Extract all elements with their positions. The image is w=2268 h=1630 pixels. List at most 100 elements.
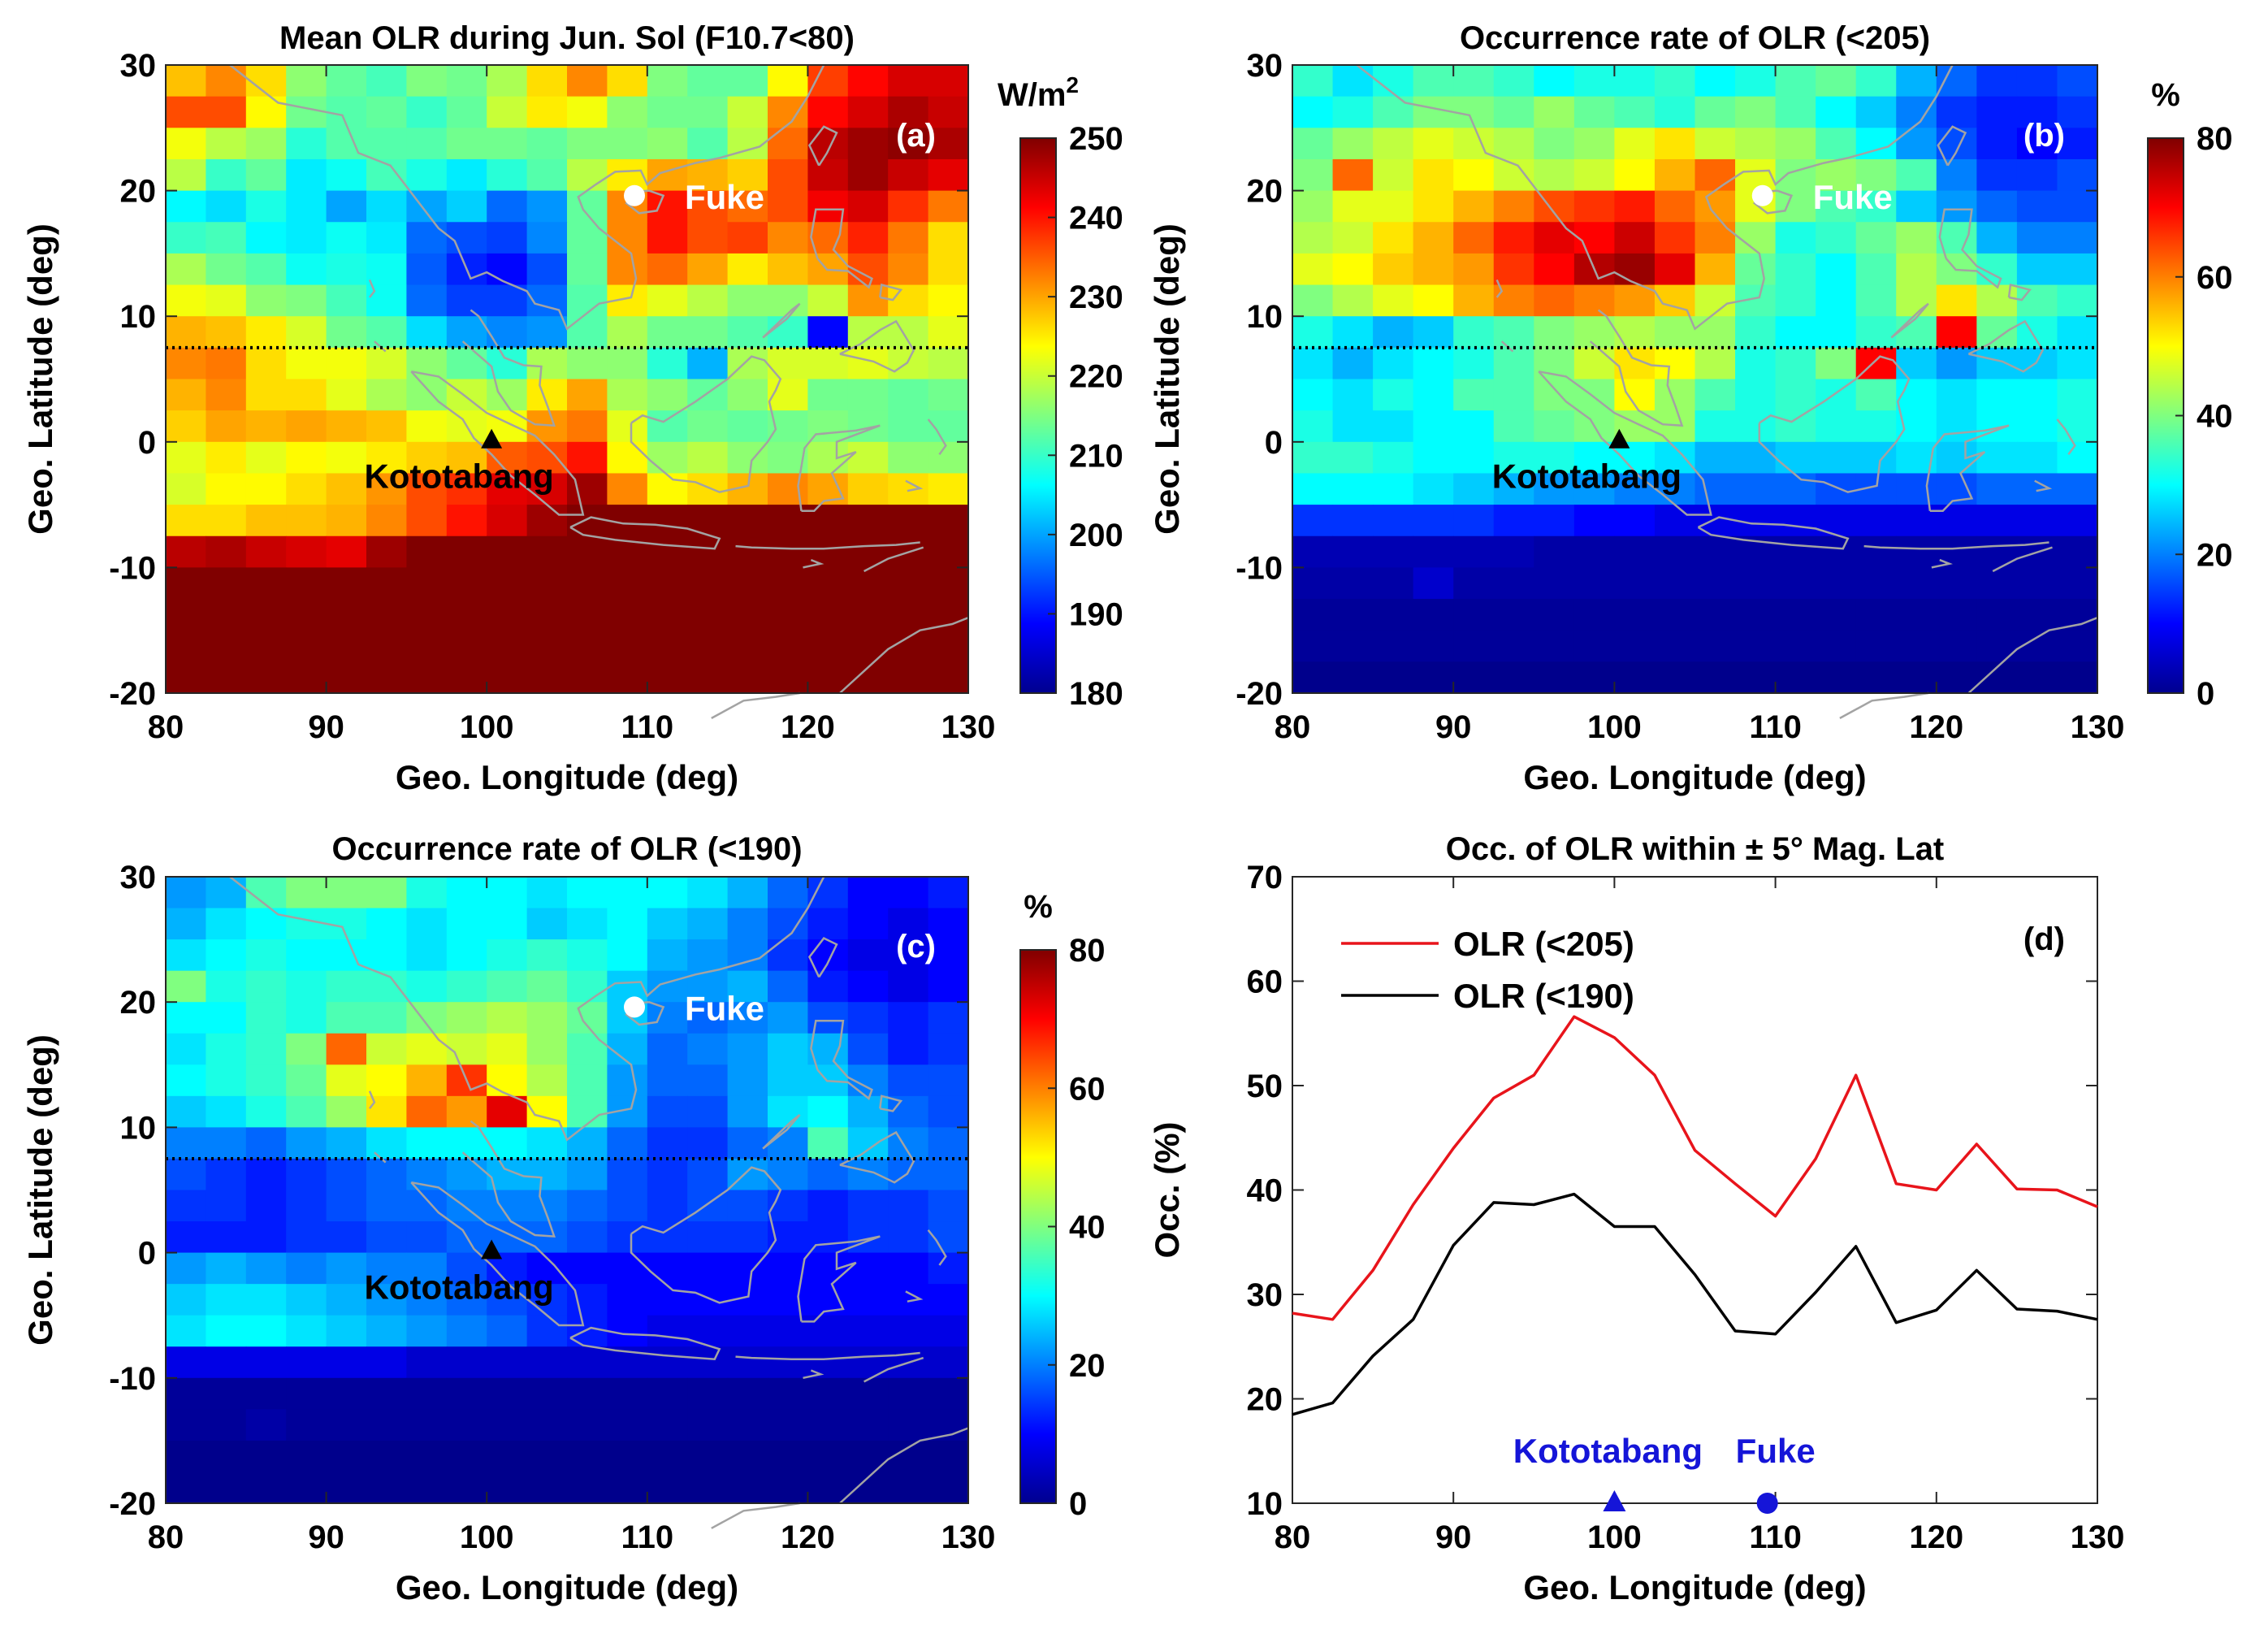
heatmap-cell <box>2016 253 2058 286</box>
heatmap-cell <box>326 253 367 286</box>
heatmap-cell <box>406 65 448 98</box>
panel-label: (b) <box>2023 118 2065 154</box>
heatmap-cell <box>487 65 528 98</box>
heatmap-cell <box>567 128 608 160</box>
colorbar-tick-label: 60 <box>1069 1071 1106 1107</box>
heatmap-cell <box>847 441 889 475</box>
heatmap-cell <box>166 410 206 443</box>
heatmap-cell <box>687 253 729 286</box>
heatmap-cell <box>727 65 768 98</box>
heatmap-cell <box>1493 65 1534 98</box>
heatmap-cell <box>166 96 206 128</box>
heatmap-cell <box>366 410 407 443</box>
heatmap-cell <box>487 970 528 1003</box>
heatmap-cell <box>206 1252 247 1285</box>
heatmap-cell <box>326 379 367 411</box>
heatmap-cell <box>326 473 367 505</box>
heatmap-cell <box>2057 253 2098 286</box>
heatmap-cell <box>245 908 287 940</box>
heatmap-cell <box>687 1158 729 1191</box>
heatmap-cell <box>245 1221 287 1254</box>
heatmap-cell <box>768 347 808 380</box>
heatmap-cell <box>366 1377 407 1410</box>
heatmap-cell <box>847 1409 889 1441</box>
heatmap-cell <box>687 630 729 662</box>
heatmap-cell <box>286 535 327 568</box>
heatmap-cell <box>1332 473 1374 505</box>
heatmap-cell <box>1614 158 1656 192</box>
heatmap-cell <box>286 473 327 505</box>
x-tick-label: 100 <box>1587 1519 1642 1555</box>
heatmap-cell <box>1493 316 1534 349</box>
colorbar-tick-label: 60 <box>2197 260 2233 296</box>
heatmap-cell <box>567 222 608 254</box>
heatmap-cell <box>847 535 889 568</box>
heatmap-cell <box>2016 65 2058 98</box>
heatmap-cell <box>768 316 808 349</box>
heatmap-cell <box>245 1284 287 1316</box>
heatmap-cell <box>206 284 247 317</box>
heatmap-cell <box>366 1064 407 1097</box>
heatmap-cell <box>446 316 487 349</box>
heatmap-cell <box>888 379 929 411</box>
heatmap-cell <box>1373 535 1414 568</box>
heatmap-cell <box>406 535 448 568</box>
heatmap-cell <box>727 1127 768 1160</box>
heatmap-cell <box>1775 630 1816 662</box>
heatmap-cell <box>1373 630 1414 662</box>
heatmap-cell <box>928 65 969 98</box>
heatmap-cell <box>1816 505 1857 537</box>
heatmap-cell <box>928 1158 969 1191</box>
heatmap-cell <box>1896 128 1937 160</box>
y-tick-label: 20 <box>1247 1382 1283 1418</box>
heatmap-cell <box>567 1221 608 1254</box>
heatmap-cell <box>928 1284 969 1316</box>
heatmap-cell <box>928 379 969 411</box>
heatmap-cell <box>1976 284 2018 317</box>
heatmap-cell <box>245 222 287 254</box>
heatmap-cell <box>567 96 608 128</box>
heatmap-cell <box>1292 505 1334 537</box>
coastline <box>762 1114 801 1150</box>
heatmap-cell <box>847 190 889 223</box>
heatmap-cell <box>245 505 287 537</box>
heatmap-cell <box>928 1377 969 1410</box>
x-tick-label: 110 <box>621 1519 674 1555</box>
legend-label: OLR (<190) <box>1453 977 1634 1015</box>
heatmap-cell <box>607 661 648 694</box>
heatmap-cell <box>647 1409 688 1441</box>
heatmap-cell <box>446 441 487 475</box>
heatmap-cell <box>768 410 808 443</box>
heatmap-cell <box>487 1409 528 1441</box>
heatmap-cell <box>1493 410 1534 443</box>
heatmap-cell <box>286 877 327 909</box>
y-tick-label: 30 <box>120 860 157 895</box>
heatmap-cell <box>1413 535 1454 568</box>
heatmap-cell <box>1695 661 1736 694</box>
heatmap-cell <box>2057 316 2098 349</box>
heatmap-cell <box>166 1377 206 1410</box>
heatmap-cell <box>1373 158 1414 192</box>
heatmap-cell <box>1453 190 1495 223</box>
kototabang-marker <box>481 1239 503 1259</box>
heatmap-cell <box>687 535 729 568</box>
heatmap-cell <box>206 65 247 98</box>
heatmap-cell <box>687 284 729 317</box>
colorbar <box>1019 137 1057 694</box>
heatmap-cell <box>647 535 688 568</box>
heatmap-cell <box>406 1315 448 1347</box>
heatmap-cell <box>768 939 808 972</box>
heatmap-cell <box>487 158 528 192</box>
heatmap-cell <box>366 1033 407 1065</box>
heatmap-cell <box>366 877 407 909</box>
heatmap-cell <box>1735 96 1777 128</box>
heatmap-cell <box>286 908 327 940</box>
heatmap-cell <box>928 1002 969 1034</box>
heatmap-cell <box>1614 535 1656 568</box>
y-tick-label: -20 <box>1236 676 1283 712</box>
heatmap-cell <box>928 253 969 286</box>
heatmap-cell <box>446 1095 487 1128</box>
heatmap-cell <box>406 939 448 972</box>
heatmap-cell <box>1816 284 1857 317</box>
heatmap-cell <box>286 1158 327 1191</box>
